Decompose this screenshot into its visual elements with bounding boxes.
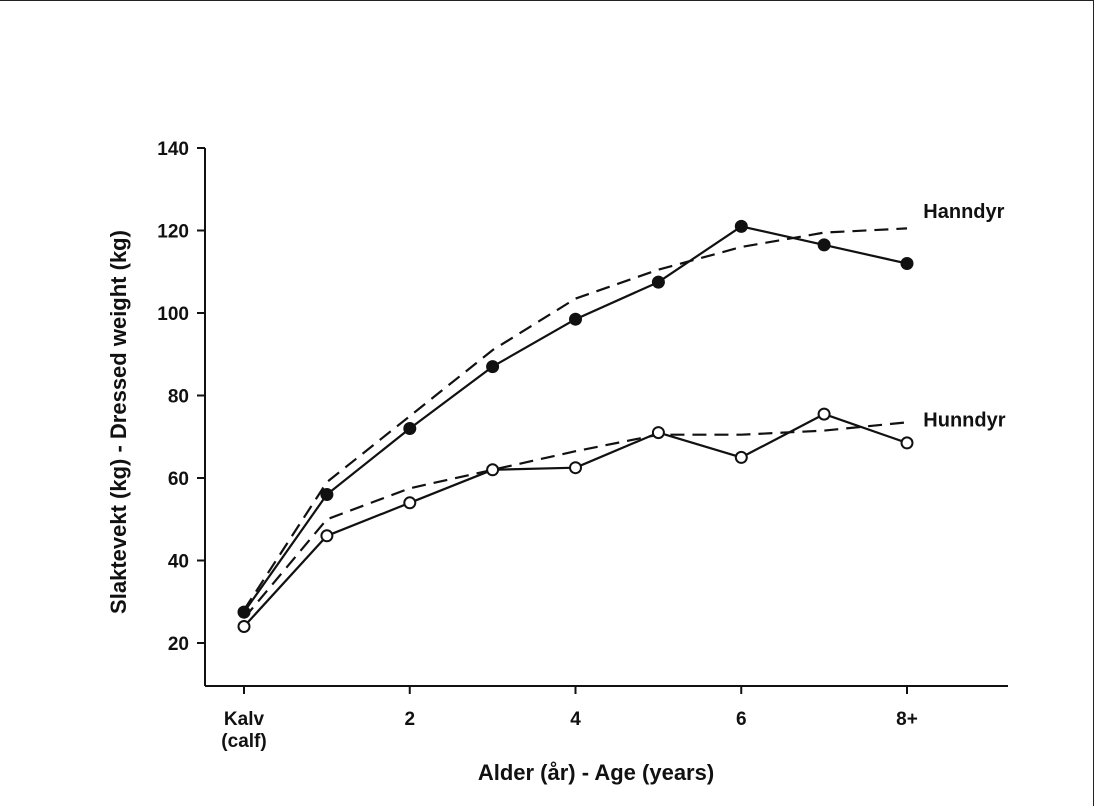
hunndyr-solid-line [243, 413, 908, 628]
hanndyr-solid-point [237, 605, 251, 619]
hanndyr-solid-point [651, 275, 665, 289]
hanndyr-solid-point [900, 257, 914, 270]
series-layer [237, 219, 914, 633]
y-axis-ticks: 20 40 60 80 100 120 140 [157, 139, 205, 655]
hanndyr-solid-point [734, 219, 748, 233]
hunndyr-dashed-line [243, 421, 908, 620]
y-tick-label: 20 [168, 634, 189, 655]
x-tick-label-secondary: (calf) [221, 731, 266, 752]
y-tick-label: 120 [157, 222, 189, 243]
series-label-hunndyr: Hunndyr [923, 409, 1005, 431]
hanndyr-solid-point [569, 312, 582, 326]
series-label-hanndyr: Hanndyr [923, 201, 1004, 223]
hunndyr-solid-point [569, 461, 582, 475]
y-axis-title: Slaktevekt (kg) - Dressed weight (kg) [106, 230, 131, 614]
y-tick-label: 40 [168, 552, 189, 573]
hunndyr-solid-point [817, 407, 831, 421]
y-tick-label: 80 [168, 387, 189, 408]
x-tick-label: 4 [570, 709, 581, 730]
x-axis-ticks: Kalv(calf) 2 4 6 8+ [221, 686, 918, 752]
hunndyr-solid-point [320, 529, 334, 543]
y-tick-label: 100 [157, 304, 189, 325]
y-tick-label: 140 [157, 139, 189, 160]
hunndyr-solid-point [651, 426, 665, 440]
hanndyr-solid-point [817, 238, 831, 252]
hanndyr-solid-line [243, 225, 908, 613]
hunndyr-solid-point [734, 450, 748, 464]
hunndyr-solid-point [403, 496, 417, 510]
hanndyr-solid-point [486, 360, 500, 374]
hunndyr-solid-point [237, 620, 251, 633]
hunndyr-solid-point [900, 436, 914, 450]
x-tick-label: 2 [404, 709, 415, 730]
hunndyr-solid-point [486, 463, 500, 477]
y-tick-label: 60 [168, 469, 189, 490]
annotation-layer: Hanndyr Hunndyr [923, 201, 1005, 431]
x-tick-label: 8+ [896, 709, 918, 730]
hanndyr-solid-point [403, 422, 417, 435]
hanndyr-solid-point [320, 488, 334, 501]
x-axis-title: Alder (år) - Age (years) [478, 760, 714, 785]
x-tick-label: 6 [736, 709, 747, 730]
hanndyr-dashed-line [243, 227, 908, 611]
x-tick-label: Kalv [224, 709, 265, 730]
